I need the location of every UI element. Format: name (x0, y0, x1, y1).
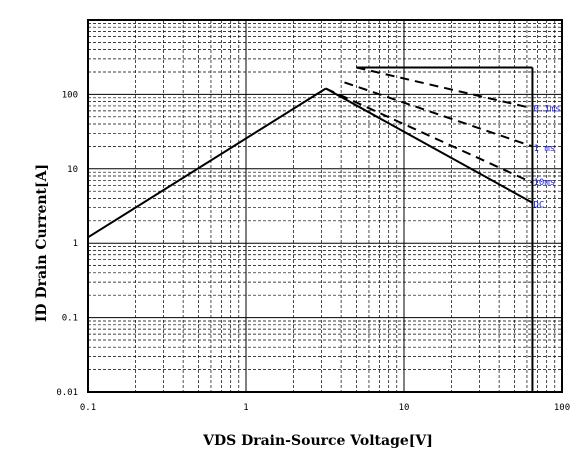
y-axis-title: ID Drain Current[A] (34, 164, 50, 322)
plot-frame (87, 19, 563, 393)
series-label: DC (533, 201, 544, 211)
series-line-01ms (356, 66, 533, 110)
x-tick-labels: 0.1 1 10 100 (80, 403, 570, 413)
series-label: 0.1ms (533, 104, 560, 114)
x-axis-title: VDS Drain-Source Voltage[V] (202, 433, 433, 449)
series-label: 1 ms (533, 144, 555, 154)
y-tick-label: 100 (62, 90, 78, 100)
series-line-dc (325, 87, 533, 204)
y-tick-label: 0.1 (62, 314, 78, 324)
grid-lines (88, 20, 562, 392)
y-tick-label: 1 (73, 239, 78, 249)
x-tick-label: 1 (243, 403, 248, 413)
series-label: 10ms (533, 178, 555, 188)
y-tick-label: 10 (67, 165, 78, 175)
x-tick-label: 100 (554, 403, 570, 413)
y-tick-labels: 0.01 0.1 1 10 100 (56, 90, 78, 398)
y-tick-label: 0.01 (56, 388, 78, 398)
x-tick-label: 0.1 (80, 403, 96, 413)
series-lines (87, 66, 534, 392)
series-line-1ms (344, 81, 533, 148)
rds-on-limit-line (87, 87, 327, 239)
series-line-10ms (325, 87, 533, 184)
x-tick-label: 10 (399, 403, 410, 413)
series-labels: 0.1ms 1 ms 10ms DC (533, 104, 560, 210)
